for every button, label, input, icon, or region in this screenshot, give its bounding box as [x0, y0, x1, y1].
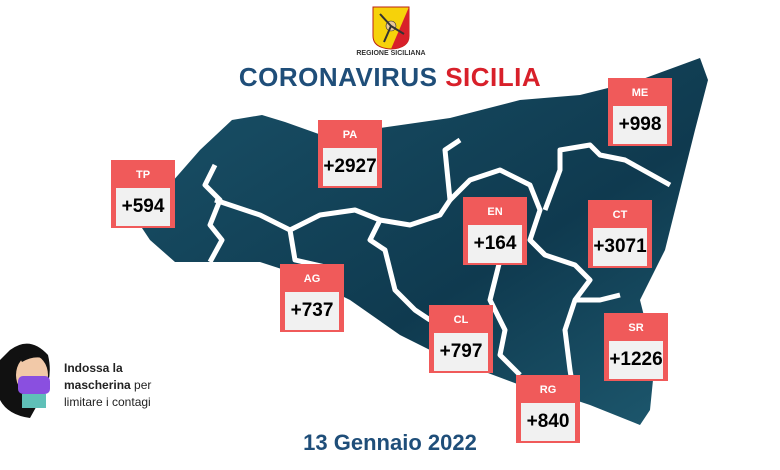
regione-siciliana-logo: [372, 6, 410, 50]
province-box-en: EN +164: [463, 197, 527, 265]
province-box-cl: CL +797: [429, 305, 493, 373]
province-box-rg: RG +840: [516, 375, 580, 443]
province-code: PA: [342, 129, 358, 141]
province-value: +797: [434, 333, 488, 371]
province-value: +3071: [593, 228, 647, 266]
masked-woman-icon: [0, 343, 50, 418]
mask-line2-bold: mascherina: [64, 378, 131, 392]
page-title: CORONAVIRUS SICILIA: [0, 62, 780, 93]
province-code: EN: [487, 206, 503, 218]
province-code: CL: [453, 314, 469, 326]
mask-line3: limitare i contagi: [64, 395, 151, 409]
province-value: +998: [613, 106, 667, 144]
province-value: +1226: [609, 341, 663, 379]
province-box-me: ME +998: [608, 78, 672, 146]
province-code: AG: [303, 273, 321, 285]
province-box-sr: SR +1226: [604, 313, 668, 381]
province-value: +737: [285, 292, 339, 330]
province-code: RG: [539, 384, 557, 396]
title-part1: CORONAVIRUS: [238, 62, 438, 92]
mask-message: Indossa la mascherina per limitare i con…: [64, 360, 151, 411]
logo-text: REGIONE SICILIANA: [356, 50, 426, 57]
province-box-tp: TP +594: [111, 160, 175, 228]
report-date: 13 Gennaio 2022: [303, 430, 477, 455]
province-box-pa: PA +2927: [318, 120, 382, 188]
province-value: +2927: [323, 148, 377, 186]
mask-line2-rest: per: [130, 378, 152, 392]
province-box-ct: CT +3071: [588, 200, 652, 268]
province-value: +840: [521, 403, 575, 441]
province-code: SR: [628, 322, 644, 334]
province-borders: [202, 137, 672, 401]
title-part2: SICILIA: [445, 62, 542, 92]
province-code: CT: [612, 209, 628, 221]
province-code: TP: [135, 169, 151, 181]
mask-line1: Indossa la: [64, 361, 123, 375]
province-box-ag: AG +737: [280, 264, 344, 332]
province-code: ME: [631, 87, 649, 99]
province-value: +164: [468, 225, 522, 263]
province-value: +594: [116, 188, 170, 226]
